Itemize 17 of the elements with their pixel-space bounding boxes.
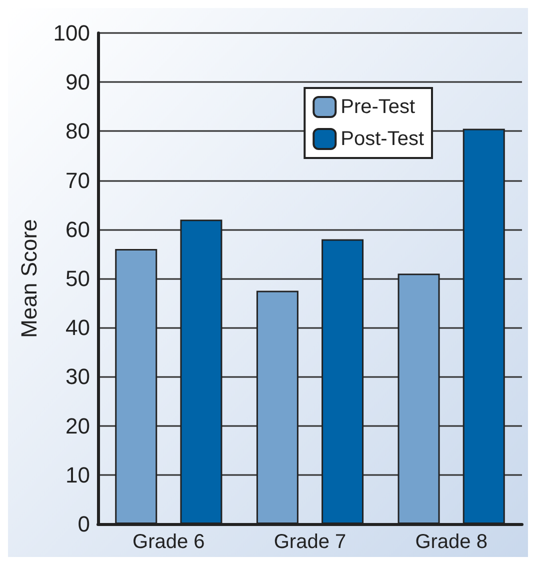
y-axis-title: Mean Score (16, 219, 42, 338)
y-tick-label: 40 (66, 315, 90, 340)
y-tick-label: 10 (66, 462, 90, 488)
y-tick-label: 70 (66, 168, 90, 193)
x-tick-label: Grade 6 (132, 531, 205, 553)
y-tick-label: 50 (66, 266, 90, 291)
y-tick-label: 80 (66, 118, 90, 144)
y-tick-label: 0 (78, 512, 90, 536)
legend-label: Post-Test (340, 128, 424, 150)
y-tick-label: 60 (66, 216, 90, 242)
y-tick-label: 100 (53, 20, 90, 46)
legend-label: Pre-Test (340, 96, 416, 118)
y-tick-label: 30 (66, 364, 90, 390)
x-tick-label: Grade 8 (415, 531, 488, 553)
y-tick-label: 90 (66, 70, 90, 95)
x-tick-label: Grade 7 (274, 531, 346, 553)
y-tick-label: 20 (66, 413, 90, 438)
